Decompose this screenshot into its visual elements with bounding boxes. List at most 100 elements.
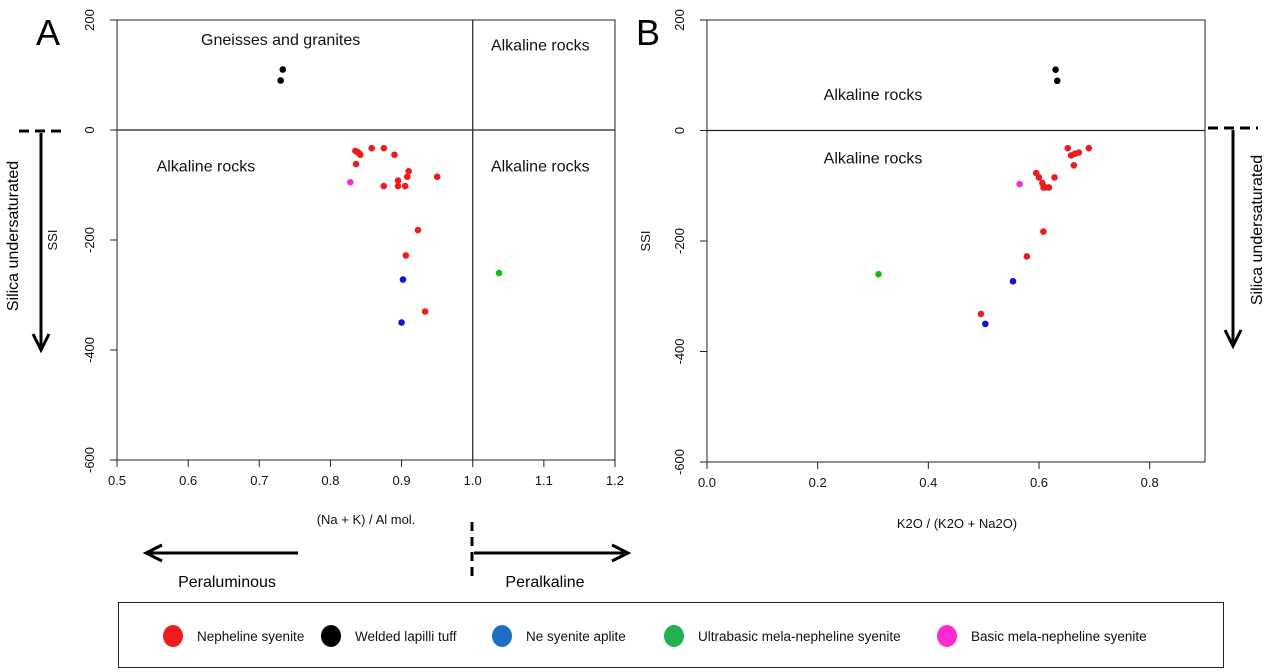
data-point (277, 77, 284, 84)
data-point (495, 269, 503, 277)
data-point (1053, 77, 1061, 85)
x-tick-label: 1.0 (464, 473, 482, 488)
peraluminous-text: Peraluminous (178, 574, 276, 591)
region-label: Alkaline rocks (491, 158, 590, 175)
data-point (401, 182, 409, 190)
x-tick-label: 0.6 (179, 473, 197, 488)
panel-b-region-labels: Alkaline rocks Alkaline rocks (824, 87, 923, 168)
x-tick-label: 0.2 (809, 475, 827, 490)
left-silica-text: Silica undersaturated (5, 161, 22, 311)
panel-b-points (875, 66, 1093, 328)
data-point (368, 144, 375, 152)
data-point (391, 151, 398, 159)
peralkaline-text: Peralkaline (505, 574, 584, 591)
x-tick-label: 0.9 (393, 473, 411, 488)
panel-a-points (277, 66, 503, 326)
data-point (1009, 278, 1017, 285)
data-point (1085, 144, 1093, 152)
y-tick-label: -200 (82, 227, 97, 253)
legend-label: Basic mela-nepheline syenite (971, 628, 1147, 644)
x-tick-label: 0.7 (250, 473, 268, 488)
data-point (977, 310, 985, 318)
panel-a-axis-ticks: 0.5 0.6 0.7 0.8 0.9 1.0 1.1 1.2 -600 -400 -200 0 200 (82, 9, 624, 488)
data-point (357, 151, 364, 159)
panel-b: B 0.0 0.2 0.4 0.6 0.8 -600 -400 -200 0 200 Alkali… (636, 9, 1206, 531)
right-silica-annotation: Silica undersaturated (1208, 126, 1266, 350)
data-point (380, 182, 388, 190)
y-tick-label: 0 (82, 126, 97, 133)
data-point (1035, 174, 1043, 181)
panel-b-axis-ticks: 0.0 0.2 0.4 0.6 0.8 -600 -400 -200 0 200 (672, 9, 1159, 490)
y-tick-label: -400 (672, 338, 687, 364)
data-point (394, 177, 402, 184)
data-point (1023, 253, 1031, 260)
right-silica-text: Silica undersaturated (1249, 155, 1266, 305)
panel-a: A 0.5 0.6 0.7 0.8 0.9 1.0 1.1 1.2 -600 -400 -200 0 2… (36, 9, 624, 527)
data-point (414, 226, 422, 234)
legend-item-ne-syenite-aplite: Ne syenite aplite (492, 625, 626, 647)
panel-b-y-axis-label: SSI (638, 231, 653, 252)
panel-a-region-labels: Gneisses and granites Alkaline rocks Alkal… (157, 32, 590, 176)
y-tick-label: 200 (672, 9, 687, 31)
panel-a-x-axis-label: (Na + K) / Al mol. (317, 512, 416, 527)
y-tick-label: 0 (672, 127, 687, 134)
data-point (1052, 66, 1059, 74)
region-label: Alkaline rocks (491, 37, 590, 54)
legend-label: Ne syenite aplite (526, 628, 626, 644)
x-tick-label: 0.6 (1030, 475, 1048, 490)
legend-item-welded-lapilli-tuff: Welded lapilli tuff (321, 625, 457, 647)
data-point (352, 160, 360, 168)
x-tick-label: 1.2 (606, 473, 624, 488)
data-point (1040, 228, 1047, 235)
data-point (347, 178, 354, 186)
left-silica-arrow-head (31, 333, 51, 354)
data-point (402, 252, 410, 259)
x-tick-label: 0.5 (108, 473, 126, 488)
y-tick-label: -600 (82, 447, 97, 473)
data-point (399, 276, 407, 283)
bottom-annotations: Peraluminous Peralkaline (142, 522, 632, 591)
right-silica-arrow-head (1223, 329, 1243, 350)
panel-b-plot-frame (706, 19, 1206, 463)
legend: Nepheline syenite Welded lapilli tuff Ne… (118, 602, 1224, 668)
panel-b-x-axis-label: K2O / (K2O + Na2O) (897, 516, 1017, 531)
x-tick-label: 0.8 (1141, 475, 1159, 490)
x-tick-label: 1.1 (535, 473, 553, 488)
data-point (1064, 144, 1072, 152)
legend-label: Welded lapilli tuff (355, 628, 457, 644)
data-point (433, 173, 441, 181)
data-point (875, 270, 882, 278)
data-point (405, 167, 412, 175)
legend-swatch-red (163, 625, 183, 647)
panel-a-reference-lines (117, 20, 615, 460)
legend-item-basic-mela-nepheline-syenite: Basic mela-nepheline syenite (937, 625, 1147, 647)
legend-label: Ultrabasic mela-nepheline syenite (698, 628, 901, 644)
panel-b-label: B (636, 12, 660, 53)
panel-a-plot-frame (116, 19, 616, 461)
x-tick-label: 0.8 (321, 473, 339, 488)
data-point (394, 182, 402, 190)
legend-swatch-blue (492, 625, 512, 647)
y-tick-label: -200 (672, 228, 687, 254)
legend-item-nepheline-syenite: Nepheline syenite (163, 625, 304, 647)
region-label: Alkaline rocks (157, 158, 256, 175)
legend-item-ultrabasic-mela-nepheline-syenite: Ultrabasic mela-nepheline syenite (664, 625, 901, 647)
data-point (1067, 152, 1075, 159)
left-silica-annotation: Silica undersaturated (5, 129, 66, 354)
x-tick-label: 0.0 (698, 475, 716, 490)
y-tick-label: -400 (82, 337, 97, 363)
data-point (403, 173, 411, 181)
legend-swatch-black (321, 625, 341, 647)
legend-swatch-green (664, 625, 684, 647)
data-point (279, 66, 287, 73)
data-point (1016, 180, 1023, 188)
data-point (1051, 174, 1058, 181)
region-label: Alkaline rocks (824, 151, 923, 168)
panel-a-label: A (36, 12, 60, 53)
region-label: Alkaline rocks (824, 87, 923, 104)
data-point (1070, 162, 1078, 169)
data-point (421, 308, 429, 315)
y-tick-label: -600 (672, 449, 687, 475)
data-point (380, 144, 388, 152)
